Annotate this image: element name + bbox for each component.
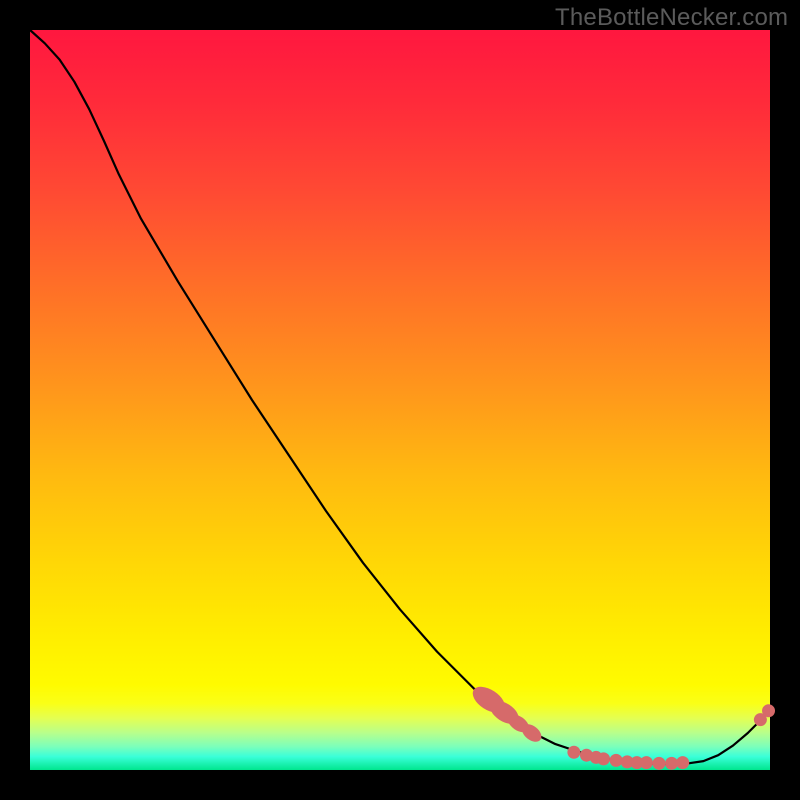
marker-dot — [567, 746, 580, 759]
bottleneck-chart — [0, 0, 800, 800]
marker-dot — [762, 704, 775, 717]
marker-dot — [676, 756, 689, 769]
marker-dot — [597, 752, 610, 765]
watermark-text: TheBottleNecker.com — [555, 4, 788, 32]
marker-dot — [640, 756, 653, 769]
plot-background — [30, 30, 770, 770]
marker-dot — [665, 757, 678, 770]
marker-dot — [653, 757, 666, 770]
marker-dot — [610, 754, 623, 767]
